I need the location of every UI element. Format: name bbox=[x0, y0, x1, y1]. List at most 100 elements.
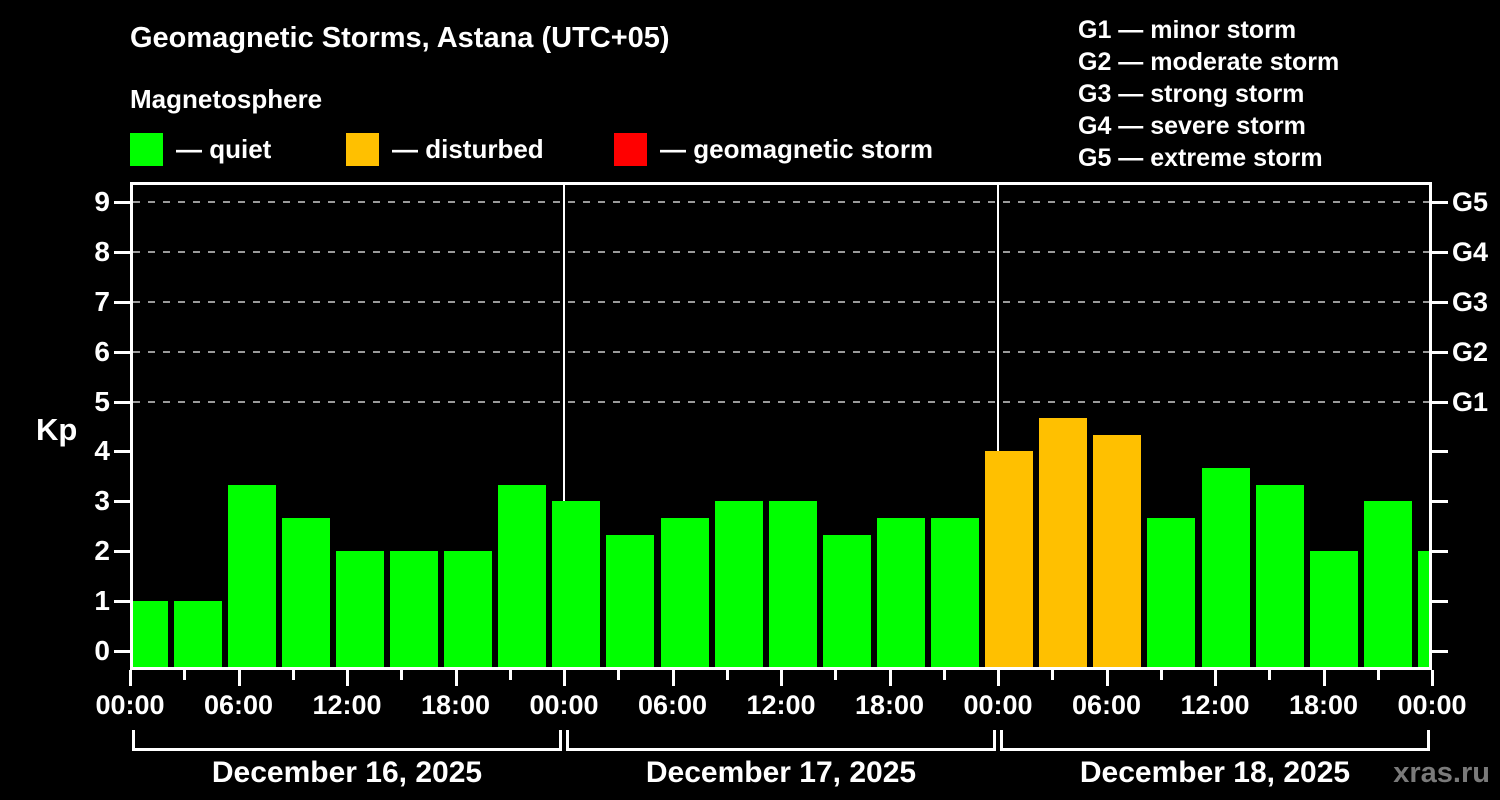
x-tick-label: 06:00 bbox=[1071, 690, 1142, 720]
y-tick-label: 6 bbox=[94, 335, 110, 367]
x-tick-label: 00:00 bbox=[963, 690, 1033, 720]
x-tick-label: 06:00 bbox=[203, 690, 274, 720]
x-tick-label: 18:00 bbox=[854, 690, 925, 720]
x-tick-label: 00:00 bbox=[1397, 690, 1467, 720]
storm-swatch-icon bbox=[614, 133, 647, 166]
y-tick-label: 4 bbox=[94, 435, 110, 467]
date-bracket-tick bbox=[559, 730, 562, 751]
kp-bar bbox=[1093, 434, 1142, 667]
right-y-tick bbox=[1432, 450, 1448, 454]
y-tick bbox=[114, 600, 130, 604]
kp-bar bbox=[1363, 501, 1412, 667]
x-tick bbox=[454, 670, 458, 686]
kp-bar bbox=[390, 551, 438, 667]
x-tick bbox=[671, 670, 675, 686]
kp-bar bbox=[1147, 517, 1196, 667]
kp-bar bbox=[133, 601, 168, 667]
kp-bar bbox=[1309, 551, 1358, 667]
x-tick bbox=[1322, 670, 1326, 686]
g-level-label: G3 bbox=[1452, 286, 1489, 317]
y-tick bbox=[114, 350, 130, 354]
y-tick bbox=[114, 300, 130, 304]
date-bracket-tick bbox=[993, 730, 996, 751]
y-tick bbox=[114, 650, 130, 653]
y-tick bbox=[114, 400, 130, 404]
x-tick bbox=[1214, 670, 1217, 686]
x-tick bbox=[346, 670, 349, 686]
g-scale-legend: G1 — minor storm G2 — moderate storm G3 — … bbox=[1078, 14, 1339, 174]
x-tick-label: 12:00 bbox=[312, 690, 382, 720]
x-tick bbox=[780, 670, 783, 686]
x-tick bbox=[834, 670, 838, 680]
right-y-tick bbox=[1432, 200, 1448, 204]
x-tick bbox=[1268, 670, 1272, 680]
x-tick-label: 00:00 bbox=[529, 690, 599, 720]
x-tick bbox=[400, 670, 404, 680]
x-tick bbox=[129, 670, 132, 686]
x-tick bbox=[942, 670, 946, 680]
magnetosphere-label: Magnetosphere bbox=[130, 84, 323, 114]
date-bracket-line bbox=[1000, 748, 1430, 751]
y-tick-label: 7 bbox=[94, 285, 110, 317]
x-tick-label: 12:00 bbox=[746, 690, 816, 720]
date-label: December 18, 2025 bbox=[1079, 756, 1351, 789]
legend-label-quiet: — quiet bbox=[176, 134, 272, 164]
x-tick bbox=[888, 670, 892, 686]
g-legend-row: G3 — strong storm bbox=[1078, 80, 1305, 108]
right-y-tick bbox=[1432, 550, 1448, 554]
page-title: Geomagnetic Storms, Astana (UTC+05) bbox=[130, 22, 670, 54]
legend-label-storm: — geomagnetic storm bbox=[660, 134, 934, 164]
kp-bar bbox=[931, 517, 979, 667]
y-tick bbox=[114, 250, 130, 254]
g-legend-row: G5 — extreme storm bbox=[1078, 144, 1323, 172]
kp-bar bbox=[1039, 417, 1088, 667]
g-legend-row: G1 — minor storm bbox=[1078, 16, 1297, 44]
y-tick bbox=[114, 500, 130, 504]
x-tick-label: 00:00 bbox=[95, 690, 165, 720]
grid-line bbox=[133, 250, 1429, 253]
x-tick bbox=[508, 670, 512, 680]
y-tick-label: 0 bbox=[94, 635, 110, 666]
grid-line bbox=[133, 350, 1429, 353]
x-tick bbox=[1159, 670, 1163, 680]
legend-label-disturbed: — disturbed bbox=[392, 134, 544, 164]
g-level-label: G2 bbox=[1452, 336, 1489, 367]
kp-bar bbox=[281, 517, 330, 667]
right-y-tick bbox=[1432, 350, 1448, 354]
kp-bar bbox=[552, 501, 601, 667]
x-tick bbox=[997, 670, 1000, 686]
x-tick bbox=[1376, 670, 1380, 680]
x-tick bbox=[617, 670, 621, 680]
y-tick-label: 1 bbox=[94, 585, 110, 617]
y-tick-label: 5 bbox=[94, 385, 110, 417]
grid-line bbox=[133, 200, 1429, 203]
x-tick-label: 18:00 bbox=[420, 690, 491, 720]
y-tick bbox=[114, 450, 130, 454]
kp-bar bbox=[768, 501, 817, 667]
g-level-label: G5 bbox=[1452, 186, 1489, 217]
kp-bar bbox=[498, 484, 547, 667]
right-y-tick bbox=[1432, 500, 1448, 504]
date-label: December 16, 2025 bbox=[211, 756, 483, 789]
g-level-label: G1 bbox=[1452, 386, 1489, 417]
disturbed-swatch-icon bbox=[346, 133, 379, 166]
kp-bar bbox=[173, 601, 222, 667]
kp-bar bbox=[1255, 484, 1304, 667]
x-tick bbox=[183, 670, 187, 680]
kp-bar bbox=[985, 451, 1034, 667]
date-bracket-tick bbox=[566, 730, 569, 751]
x-tick-label: 12:00 bbox=[1180, 690, 1250, 720]
quiet-swatch-icon bbox=[130, 133, 163, 166]
kp-bar bbox=[606, 534, 655, 667]
date-bracket-line bbox=[566, 748, 996, 751]
kp-bar bbox=[335, 551, 384, 667]
y-tick bbox=[114, 200, 130, 204]
kp-bar bbox=[1201, 467, 1250, 667]
grid-line bbox=[133, 300, 1429, 303]
date-label: December 17, 2025 bbox=[645, 756, 917, 789]
y-tick-label: 8 bbox=[94, 235, 110, 267]
kp-bar bbox=[227, 484, 276, 667]
kp-bar bbox=[822, 534, 871, 667]
kp-bar bbox=[660, 517, 709, 667]
